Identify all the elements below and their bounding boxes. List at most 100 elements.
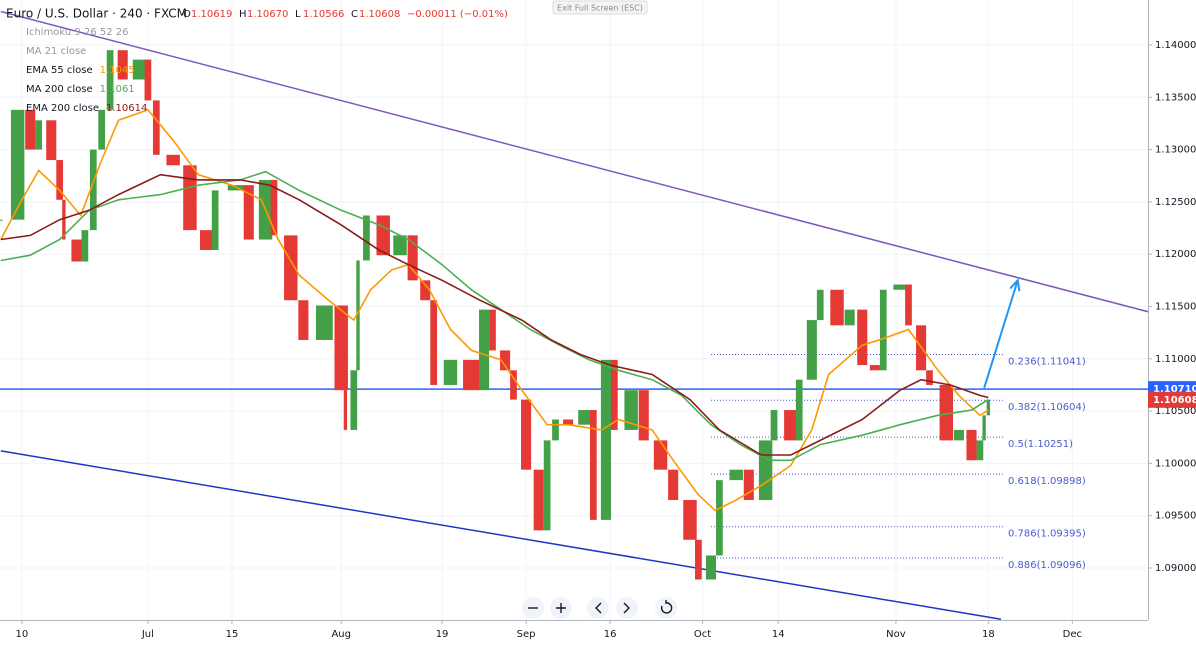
arrow-head — [1009, 278, 1021, 292]
plot: 0.236(1.11041) 0.382(1.10604) 0.5(1.10251)… — [0, 10, 1149, 621]
candle — [986, 399, 991, 416]
reset-button[interactable] — [655, 597, 677, 619]
y-tick-label: 1.13500 — [1155, 92, 1196, 103]
candle — [393, 235, 407, 256]
exit-fullscreen-text[interactable]: Exit Full Screen (ESC) — [557, 4, 643, 13]
indicator-value: 1.1061 — [100, 84, 135, 95]
x-tick-label: Dec — [1063, 629, 1082, 640]
axes: 1.09000 1.09500 1.10000 1.10500 1.11000 1.115… — [15, 40, 1196, 640]
candle — [25, 109, 36, 150]
quote-value: 1.10608 — [359, 9, 400, 20]
candle — [521, 399, 532, 470]
candle — [298, 300, 309, 340]
candle — [343, 390, 348, 430]
quote-label: L — [295, 9, 301, 20]
indicator-name: Ichimoku 9 26 52 26 — [26, 27, 129, 38]
x-tick-label: Nov — [886, 629, 906, 640]
candle — [966, 429, 977, 461]
candle — [363, 215, 370, 261]
candle — [81, 230, 89, 262]
fib-label: 0.886(1.09096) — [1008, 560, 1086, 571]
y-tick-label: 1.12500 — [1155, 197, 1196, 208]
candle — [152, 100, 160, 155]
candle — [716, 480, 723, 556]
fib-label: 0.786(1.09395) — [1008, 529, 1086, 540]
candle — [243, 185, 254, 240]
y-tick-label: 1.10000 — [1155, 458, 1196, 469]
candle — [563, 419, 574, 425]
candle — [117, 50, 128, 80]
y-tick-label: 1.10500 — [1155, 406, 1196, 417]
candle — [350, 370, 358, 430]
candle — [869, 365, 880, 371]
candle — [683, 500, 697, 540]
x-tick-label: Aug — [331, 629, 351, 640]
candle — [552, 419, 559, 441]
candle — [543, 440, 551, 531]
candle — [46, 120, 57, 161]
candle — [653, 440, 668, 470]
candle — [430, 300, 438, 385]
grid — [0, 0, 1148, 620]
symbol-title: Euro / U.S. Dollar · 240 · FXCM — [6, 7, 187, 21]
candle — [624, 390, 638, 430]
moving-average-line — [0, 170, 989, 462]
candle — [479, 309, 490, 391]
candle — [166, 154, 180, 166]
quote-value: 1.10566 — [303, 9, 344, 20]
y-tick-label: 1.09500 — [1155, 511, 1196, 522]
candle — [407, 235, 418, 281]
candle — [844, 309, 855, 326]
indicator-value: 1.10614 — [106, 103, 147, 114]
candle — [144, 59, 152, 101]
trendline — [0, 450, 1002, 621]
candle — [743, 469, 754, 501]
y-tick-label: 1.13000 — [1155, 145, 1196, 156]
indicator-value: 1.1045 — [100, 65, 135, 76]
candle — [610, 359, 618, 430]
zoom-in-icon — [556, 603, 566, 613]
y-tick-label: 1.12000 — [1155, 249, 1196, 260]
candle — [500, 350, 511, 371]
x-tick-label: 10 — [15, 629, 28, 640]
candle — [795, 379, 803, 441]
candle — [905, 284, 912, 326]
quote-label: H — [239, 9, 247, 20]
candle — [770, 410, 778, 441]
quote-value: 1.10670 — [247, 9, 288, 20]
indicator-name: MA 200 close — [26, 84, 93, 95]
candle — [857, 309, 868, 366]
candle — [183, 165, 197, 231]
candle — [334, 305, 348, 391]
x-tick-label: Sep — [517, 629, 536, 640]
candle — [106, 50, 114, 110]
y-tick-label: 1.11500 — [1155, 301, 1196, 312]
moving-average-line — [0, 173, 989, 456]
quote-label: O — [183, 9, 191, 20]
candle — [806, 320, 817, 380]
scroll-left-icon — [595, 602, 602, 614]
candle — [976, 440, 984, 461]
candle — [10, 109, 25, 220]
scroll-right-button[interactable] — [616, 597, 638, 619]
candle — [270, 179, 278, 236]
price-axis — [1148, 0, 1196, 649]
exit-fullscreen-button[interactable] — [552, 0, 648, 15]
candle — [356, 260, 360, 371]
candle — [35, 120, 43, 150]
scroll-left-button[interactable] — [587, 597, 609, 619]
quote-label: C — [351, 9, 358, 20]
candle — [98, 109, 106, 150]
x-tick-label: Jul — [141, 629, 154, 640]
time-axis — [0, 620, 1196, 649]
candle — [926, 370, 933, 385]
candle — [533, 469, 544, 531]
candle — [200, 230, 214, 251]
hline-price-label: 1.10710 — [1153, 384, 1196, 395]
candle — [56, 160, 64, 200]
candle — [638, 390, 649, 441]
candle — [816, 289, 824, 321]
x-tick-label: 18 — [982, 629, 995, 640]
